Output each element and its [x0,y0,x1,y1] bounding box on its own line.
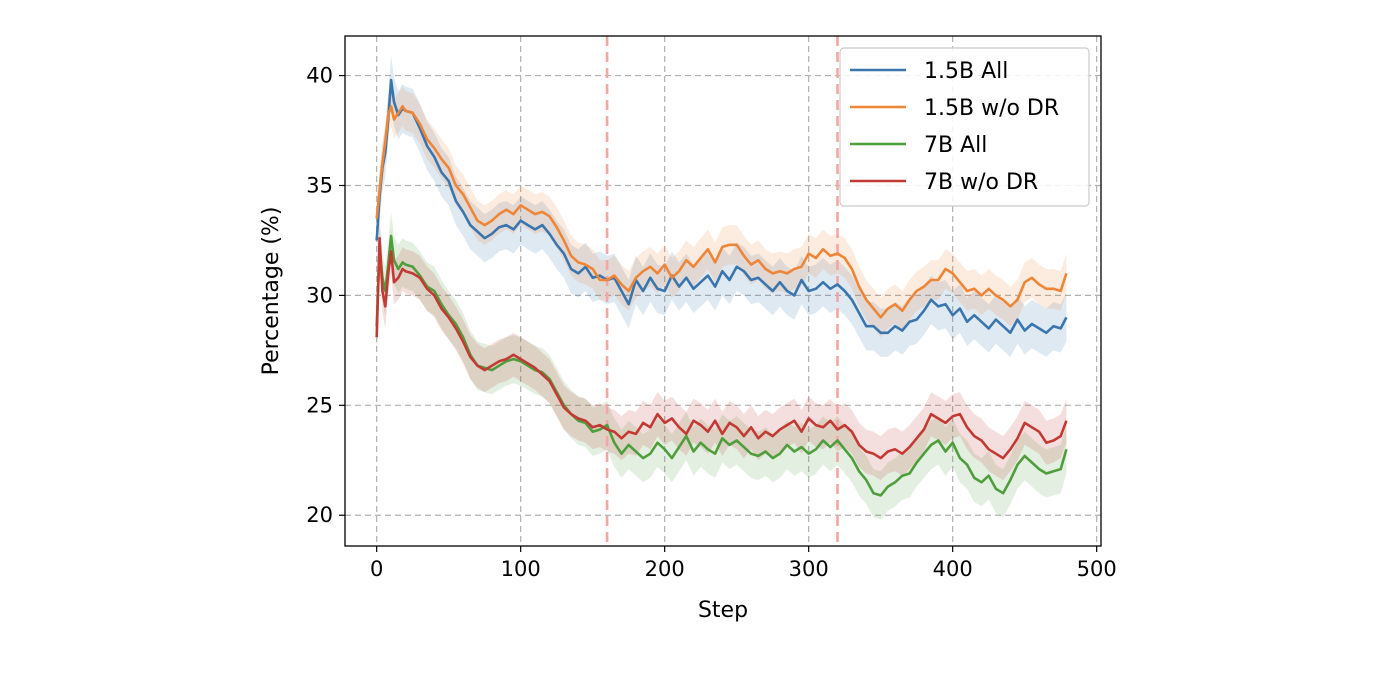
legend-label: 7B All [924,133,987,158]
y-axis-label: Percentage (%) [259,207,284,376]
x-tick-label: 100 [501,557,541,581]
y-tick-label: 35 [306,173,333,197]
x-tick-label: 0 [370,557,383,581]
legend-label: 7B w/o DR [924,170,1038,195]
y-tick-label: 40 [306,64,333,88]
y-tick-label: 25 [306,393,333,417]
line-1-5b-w-o-dr [375,105,1068,319]
band-1-5b-all [376,55,1067,357]
line-7b-all [375,234,1068,497]
phase-divider-lines [605,36,839,546]
line-7b-w-o-dr [375,236,1068,460]
x-axis-label: Step [698,598,748,623]
legend-label: 1.5B All [924,59,1008,84]
legend: 1.5B All 1.5B w/o DR 7B All 7B w/o DR [839,47,1090,207]
x-axis-ticks: 0 100 200 300 400 500 [370,546,1117,581]
x-tick-label: 400 [933,557,973,581]
legend-label: 1.5B w/o DR [924,96,1059,121]
legend-box [839,47,1090,207]
x-tick-label: 200 [645,557,685,581]
y-tick-label: 20 [306,503,333,527]
y-tick-label: 30 [306,283,333,307]
x-tick-label: 300 [789,557,829,581]
x-tick-label: 500 [1077,557,1117,581]
plot-frame [344,35,1102,547]
y-axis-ticks: 20 25 30 35 40 [306,64,345,527]
line-1-5b-all [375,78,1068,335]
series-lines [375,78,1068,497]
